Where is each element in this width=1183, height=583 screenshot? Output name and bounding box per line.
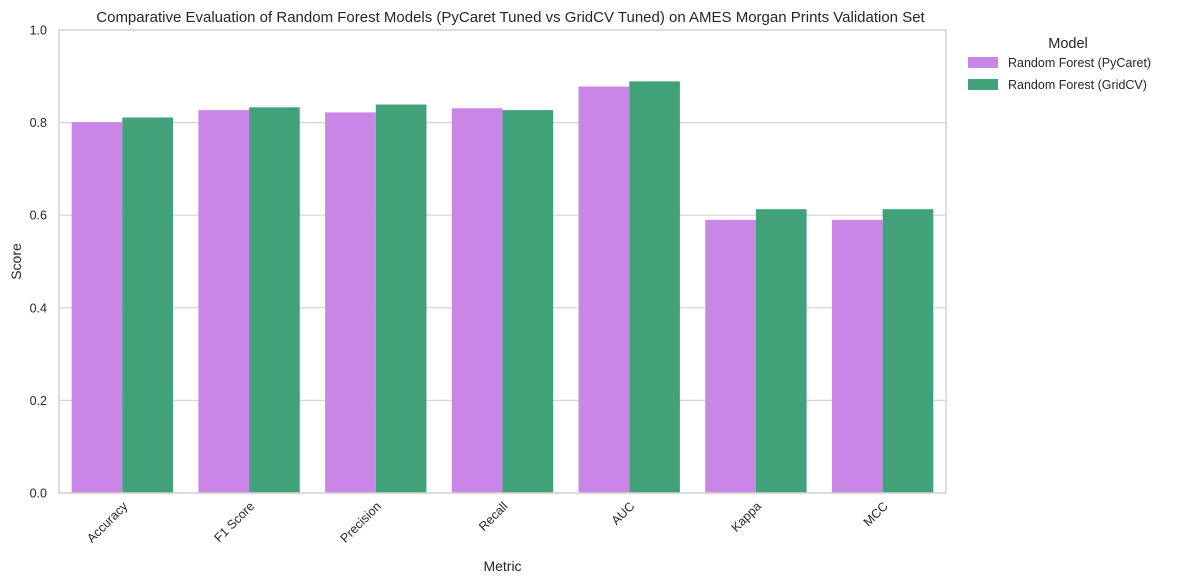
x-axis: Accuracy F1 Score Precision Recall AUC Kappa M… bbox=[84, 499, 891, 546]
bar-accuracy-pycaret bbox=[71, 122, 123, 494]
y-axis-label: Score bbox=[8, 243, 24, 280]
bars bbox=[71, 81, 934, 494]
y-tick-label: 0.6 bbox=[30, 209, 47, 223]
legend-swatch-pycaret bbox=[968, 57, 998, 68]
y-tick-label: 1.0 bbox=[30, 24, 47, 38]
plot-frame bbox=[58, 29, 947, 494]
y-axis: 0.0 0.2 0.4 0.6 0.8 1.0 bbox=[30, 24, 47, 501]
y-tick-label: 0.4 bbox=[30, 301, 47, 315]
bar-auc-gridcv bbox=[629, 81, 680, 493]
chart-title: Comparative Evaluation of Random Forest … bbox=[96, 9, 925, 26]
bar-recall-gridcv bbox=[502, 110, 554, 493]
x-tick-label: Accuracy bbox=[84, 499, 131, 546]
bar-precision-gridcv bbox=[375, 104, 427, 493]
bar-auc-pycaret bbox=[578, 86, 630, 494]
legend-label-gridcv: Random Forest (GridCV) bbox=[1008, 78, 1147, 92]
x-tick-label: Recall bbox=[476, 499, 510, 533]
x-tick-label: AUC bbox=[609, 499, 638, 528]
x-tick-label: Kappa bbox=[729, 499, 764, 534]
bar-f1-score-gridcv bbox=[249, 107, 300, 494]
y-tick-label: 0.0 bbox=[30, 487, 47, 501]
legend-swatch-gridcv bbox=[968, 79, 998, 90]
legend-label-pycaret: Random Forest (PyCaret) bbox=[1008, 56, 1151, 70]
bar-recall-pycaret bbox=[451, 108, 503, 493]
x-axis-label: Metric bbox=[483, 558, 521, 574]
legend: Model Random Forest (PyCaret) Random Fore… bbox=[968, 36, 1151, 92]
bar-kappa-pycaret bbox=[705, 219, 756, 493]
plot-area bbox=[58, 29, 947, 494]
bar-mcc-gridcv bbox=[882, 209, 934, 493]
bar-mcc-pycaret bbox=[831, 219, 883, 493]
legend-title: Model bbox=[1048, 36, 1088, 52]
y-tick-label: 0.8 bbox=[30, 116, 47, 130]
y-tick-label: 0.2 bbox=[30, 394, 47, 408]
x-tick-label: F1 Score bbox=[211, 499, 257, 545]
bar-accuracy-gridcv bbox=[122, 117, 174, 494]
x-tick-label: Precision bbox=[338, 499, 384, 545]
x-tick-label: MCC bbox=[861, 499, 891, 529]
bar-precision-pycaret bbox=[325, 112, 376, 493]
bar-kappa-gridcv bbox=[755, 209, 807, 493]
bar-f1-score-pycaret bbox=[198, 110, 250, 493]
